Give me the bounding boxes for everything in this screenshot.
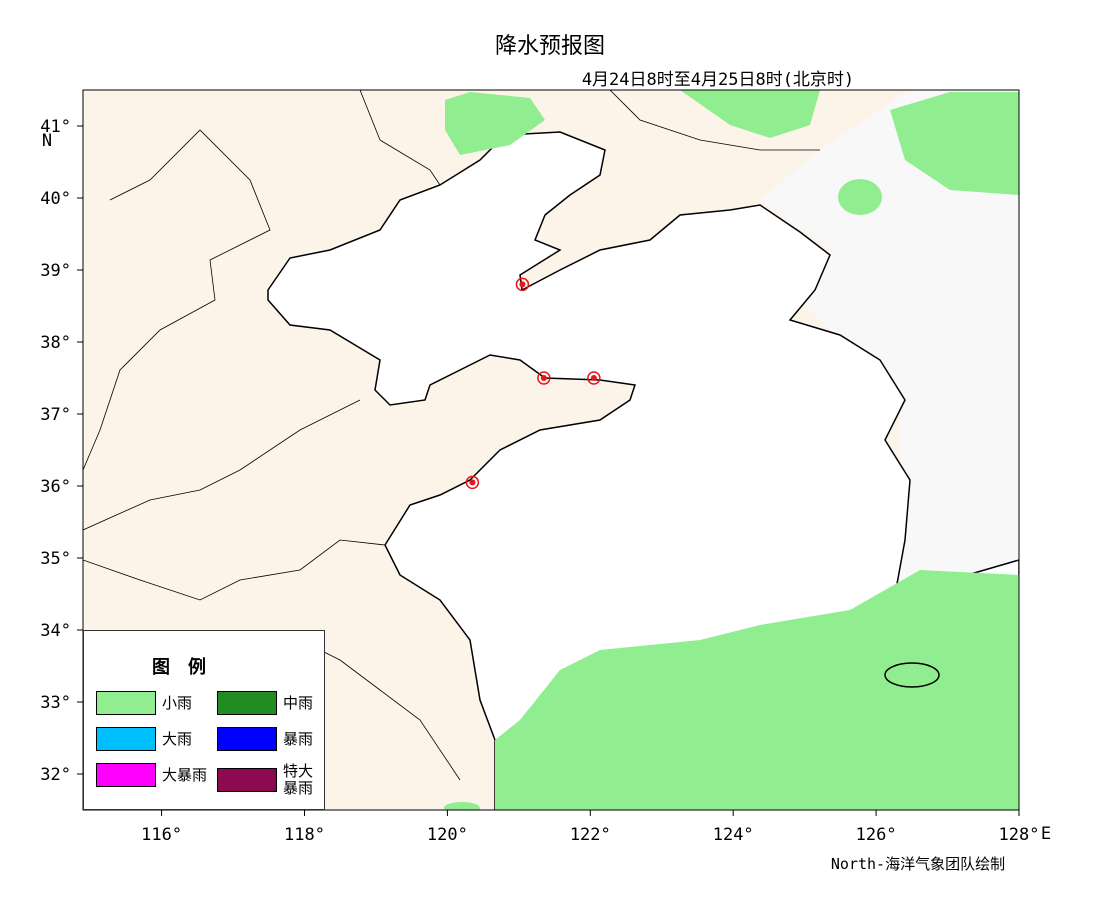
x-tick-label: 128°: [999, 825, 1040, 845]
legend-swatch: [96, 763, 156, 787]
legend-item: 中雨: [217, 691, 329, 715]
station-dot: [590, 375, 597, 381]
x-tick-label: 124°: [713, 825, 754, 845]
legend-label: 暴雨: [283, 729, 314, 748]
legend-item: 大暴雨: [96, 763, 208, 787]
y-tick-label: 36°: [40, 477, 71, 497]
y-tick-label: 33°: [40, 693, 71, 713]
station-ring: [587, 371, 601, 385]
legend-item: 大雨: [96, 727, 208, 751]
province-borders: [83, 90, 820, 781]
map-frame: [82, 89, 1020, 811]
x-unit: E: [1041, 824, 1051, 844]
y-tick-label: 38°: [40, 333, 71, 353]
legend-swatch: [96, 691, 156, 715]
y-tick-label: 35°: [40, 549, 71, 569]
station-dot: [540, 375, 547, 381]
y-unit: N: [42, 131, 52, 151]
light-rain-areas: [444, 90, 1019, 810]
x-tick-label: 120°: [427, 825, 468, 845]
x-tick-label: 126°: [856, 825, 897, 845]
legend-item: 特大暴雨: [217, 763, 317, 797]
station-ring: [515, 277, 530, 292]
jeju-island: [884, 662, 940, 688]
y-tick-label: 41°: [40, 117, 71, 137]
x-tick-label: 122°: [570, 825, 611, 845]
legend: 图 例 小雨 中雨大雨 暴雨大暴雨 特大暴雨: [83, 630, 325, 810]
y-tick-label: 40°: [40, 189, 71, 209]
subtitle: 4月24日8时至4月25日8时(北京时): [582, 70, 854, 90]
legend-label: 中雨: [283, 693, 314, 712]
y-tick-label: 37°: [40, 405, 71, 425]
legend-label: 小雨: [162, 693, 193, 712]
legend-label: 大雨: [162, 729, 193, 748]
legend-title: 图 例: [152, 657, 206, 678]
y-tick-label: 39°: [40, 261, 71, 281]
title: 降水预报图: [495, 34, 605, 59]
station-ring: [537, 371, 551, 385]
legend-label: 大暴雨: [162, 765, 208, 784]
y-tick-label: 34°: [40, 621, 71, 641]
korea-land: [760, 90, 1019, 600]
legend-label: 特大暴雨: [283, 762, 314, 797]
station-ring: [465, 475, 480, 490]
legend-item: 小雨: [96, 691, 208, 715]
x-tick-label: 116°: [141, 825, 182, 845]
legend-swatch: [96, 727, 156, 751]
legend-swatch: [217, 691, 277, 715]
station-dot: [469, 479, 476, 486]
y-tick-label: 32°: [40, 765, 71, 785]
station-dot: [519, 281, 526, 288]
legend-swatch: [217, 768, 277, 792]
legend-item: 暴雨: [217, 727, 329, 751]
credit: North-海洋气象团队绘制: [831, 855, 1005, 873]
legend-swatch: [217, 727, 277, 751]
x-tick-label: 118°: [284, 825, 325, 845]
